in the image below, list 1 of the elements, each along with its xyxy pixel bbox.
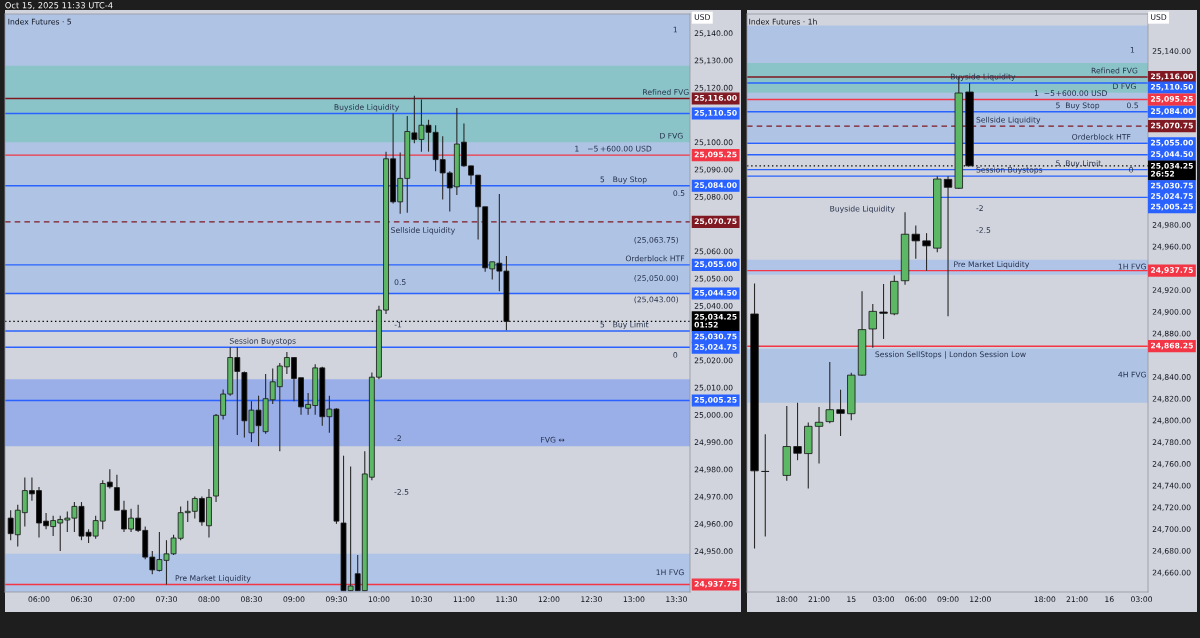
chart-title: Oct 15, 2025 11:33 UTC-4 xyxy=(5,2,113,10)
